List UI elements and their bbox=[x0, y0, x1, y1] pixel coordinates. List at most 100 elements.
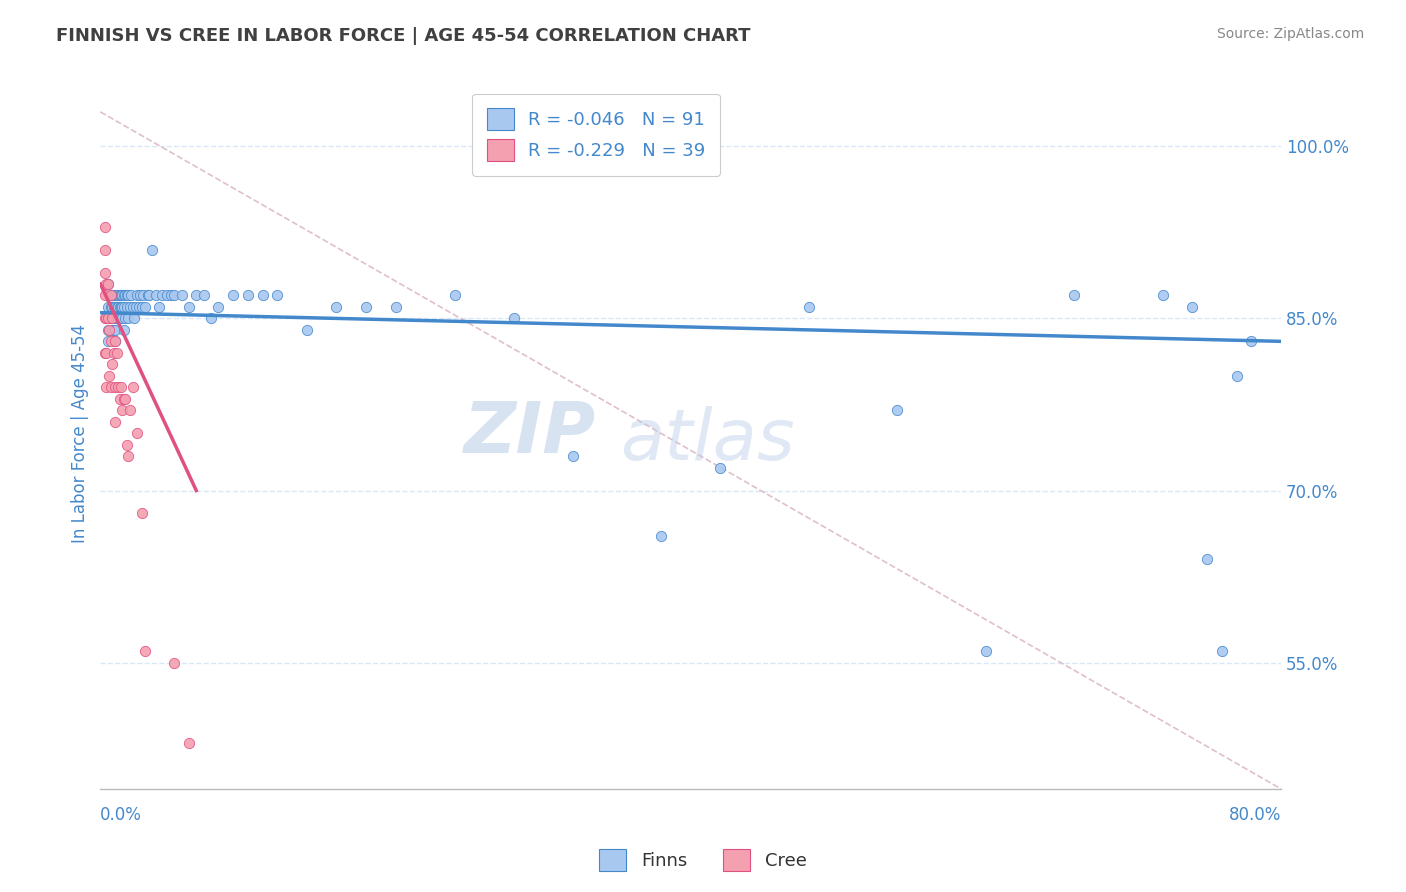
Point bbox=[974, 644, 997, 658]
Point bbox=[193, 288, 215, 302]
Point bbox=[131, 507, 153, 521]
Point bbox=[110, 380, 132, 394]
Point bbox=[101, 357, 124, 371]
Point bbox=[127, 426, 149, 441]
Point bbox=[96, 277, 118, 291]
Point bbox=[94, 288, 117, 302]
Point bbox=[118, 300, 141, 314]
Point bbox=[236, 288, 259, 302]
Point bbox=[105, 288, 128, 302]
Point bbox=[104, 323, 127, 337]
Point bbox=[1152, 288, 1174, 302]
Point bbox=[101, 323, 124, 337]
Point bbox=[118, 403, 141, 417]
Point bbox=[96, 311, 118, 326]
Point bbox=[561, 449, 583, 463]
Point bbox=[132, 288, 155, 302]
Point bbox=[117, 311, 139, 326]
Point bbox=[111, 288, 134, 302]
Point bbox=[108, 311, 131, 326]
Point bbox=[94, 346, 117, 360]
Point bbox=[138, 288, 160, 302]
Y-axis label: In Labor Force | Age 45-54: In Labor Force | Age 45-54 bbox=[72, 324, 89, 542]
Legend: Finns, Cree: Finns, Cree bbox=[592, 842, 814, 879]
Point bbox=[100, 288, 122, 302]
Point bbox=[163, 288, 186, 302]
Point bbox=[129, 288, 152, 302]
Point bbox=[103, 323, 125, 337]
Point bbox=[1063, 288, 1085, 302]
Point bbox=[101, 311, 124, 326]
Point bbox=[1226, 368, 1249, 383]
Point bbox=[103, 288, 125, 302]
Point bbox=[110, 288, 132, 302]
Point bbox=[108, 392, 131, 406]
Point bbox=[104, 300, 127, 314]
Text: 80.0%: 80.0% bbox=[1229, 806, 1281, 824]
Point bbox=[252, 288, 274, 302]
Point bbox=[121, 300, 143, 314]
Point bbox=[117, 288, 139, 302]
Point bbox=[105, 311, 128, 326]
Point bbox=[105, 300, 128, 314]
Point bbox=[100, 334, 122, 349]
Point bbox=[97, 323, 120, 337]
Point bbox=[1211, 644, 1233, 658]
Point bbox=[115, 300, 138, 314]
Point bbox=[709, 460, 731, 475]
Point bbox=[160, 288, 183, 302]
Text: FINNISH VS CREE IN LABOR FORCE | AGE 45-54 CORRELATION CHART: FINNISH VS CREE IN LABOR FORCE | AGE 45-… bbox=[56, 27, 751, 45]
Point bbox=[134, 300, 156, 314]
Point bbox=[120, 288, 142, 302]
Point bbox=[100, 311, 122, 326]
Point bbox=[104, 415, 127, 429]
Point bbox=[115, 437, 138, 451]
Point bbox=[97, 311, 120, 326]
Text: ZIP: ZIP bbox=[464, 399, 596, 467]
Point bbox=[94, 243, 117, 257]
Point bbox=[94, 311, 117, 326]
Point bbox=[115, 288, 138, 302]
Point bbox=[110, 300, 132, 314]
Point bbox=[107, 300, 129, 314]
Point bbox=[136, 288, 159, 302]
Point bbox=[114, 392, 136, 406]
Legend: R = -0.046   N = 91, R = -0.229   N = 39: R = -0.046 N = 91, R = -0.229 N = 39 bbox=[472, 94, 720, 176]
Point bbox=[111, 311, 134, 326]
Point bbox=[104, 334, 127, 349]
Point bbox=[112, 323, 135, 337]
Text: 0.0%: 0.0% bbox=[100, 806, 142, 824]
Point bbox=[100, 288, 122, 302]
Point bbox=[114, 311, 136, 326]
Point bbox=[127, 288, 149, 302]
Point bbox=[156, 288, 179, 302]
Point bbox=[104, 334, 127, 349]
Point bbox=[124, 311, 146, 326]
Point bbox=[163, 656, 186, 670]
Point bbox=[1181, 300, 1204, 314]
Point bbox=[114, 288, 136, 302]
Point bbox=[98, 368, 121, 383]
Point bbox=[97, 277, 120, 291]
Point bbox=[443, 288, 465, 302]
Point bbox=[98, 323, 121, 337]
Point bbox=[141, 243, 163, 257]
Point bbox=[104, 288, 127, 302]
Point bbox=[128, 300, 150, 314]
Point bbox=[107, 311, 129, 326]
Point bbox=[101, 300, 124, 314]
Point bbox=[502, 311, 524, 326]
Point bbox=[94, 266, 117, 280]
Point bbox=[112, 288, 135, 302]
Point bbox=[384, 300, 406, 314]
Point bbox=[325, 300, 347, 314]
Point bbox=[222, 288, 245, 302]
Point bbox=[134, 644, 156, 658]
Point bbox=[111, 300, 134, 314]
Point bbox=[101, 288, 124, 302]
Point bbox=[108, 288, 131, 302]
Point bbox=[145, 288, 167, 302]
Point bbox=[170, 288, 193, 302]
Point bbox=[97, 277, 120, 291]
Point bbox=[650, 529, 672, 543]
